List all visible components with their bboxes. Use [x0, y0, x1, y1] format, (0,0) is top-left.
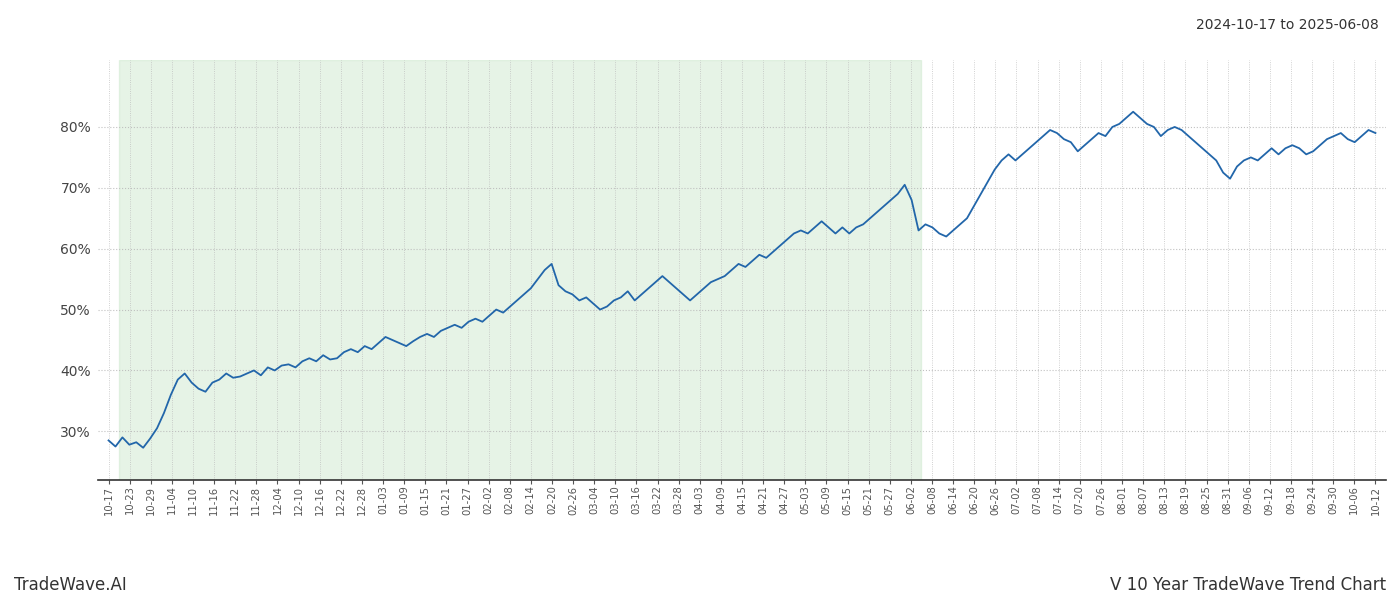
Text: V 10 Year TradeWave Trend Chart: V 10 Year TradeWave Trend Chart [1110, 576, 1386, 594]
Text: TradeWave.AI: TradeWave.AI [14, 576, 127, 594]
Bar [119, 60, 921, 480]
Text: 2024-10-17 to 2025-06-08: 2024-10-17 to 2025-06-08 [1196, 18, 1379, 32]
